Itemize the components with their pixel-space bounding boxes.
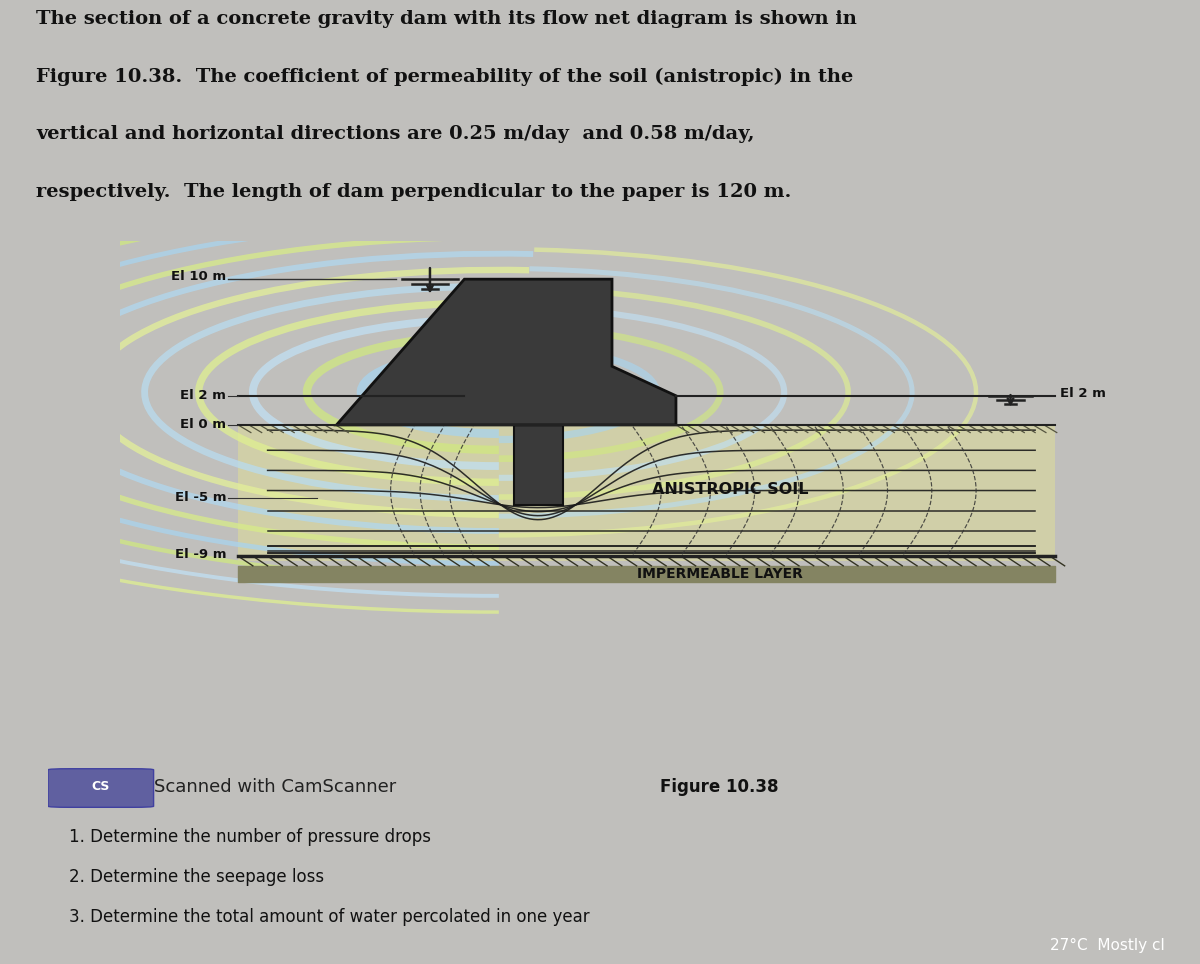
Text: vertical and horizontal directions are 0.25 m/day  and 0.58 m/day,: vertical and horizontal directions are 0… bbox=[36, 125, 755, 143]
Text: El 2 m: El 2 m bbox=[180, 389, 227, 402]
Polygon shape bbox=[514, 425, 563, 505]
Text: 3. Determine the total amount of water percolated in one year: 3. Determine the total amount of water p… bbox=[68, 908, 589, 925]
Text: 1. Determine the number of pressure drops: 1. Determine the number of pressure drop… bbox=[68, 828, 431, 845]
Polygon shape bbox=[336, 280, 676, 425]
Text: ANISTROPIC SOIL: ANISTROPIC SOIL bbox=[652, 482, 809, 496]
Text: 27°C  Mostly cl: 27°C Mostly cl bbox=[1050, 938, 1165, 953]
FancyBboxPatch shape bbox=[48, 768, 154, 807]
Text: The section of a concrete gravity dam with its flow net diagram is shown in: The section of a concrete gravity dam wi… bbox=[36, 10, 857, 28]
Text: IMPERMEABLE LAYER: IMPERMEABLE LAYER bbox=[637, 567, 803, 581]
Text: El 2 m: El 2 m bbox=[1060, 387, 1105, 399]
Text: CS: CS bbox=[91, 780, 110, 793]
Text: Figure 10.38.  The coefficient of permeability of the soil (anistropic) in the: Figure 10.38. The coefficient of permeab… bbox=[36, 67, 853, 86]
Text: El -5 m: El -5 m bbox=[175, 492, 227, 504]
Polygon shape bbox=[238, 425, 1055, 561]
Text: Figure 10.38: Figure 10.38 bbox=[660, 778, 779, 795]
Text: El -9 m: El -9 m bbox=[175, 548, 227, 561]
Text: El 10 m: El 10 m bbox=[172, 270, 227, 282]
Text: El 0 m: El 0 m bbox=[180, 418, 227, 432]
Text: Scanned with CamScanner: Scanned with CamScanner bbox=[154, 778, 396, 795]
Text: 2. Determine the seepage loss: 2. Determine the seepage loss bbox=[68, 868, 324, 886]
Text: respectively.  The length of dam perpendicular to the paper is 120 m.: respectively. The length of dam perpendi… bbox=[36, 182, 791, 201]
